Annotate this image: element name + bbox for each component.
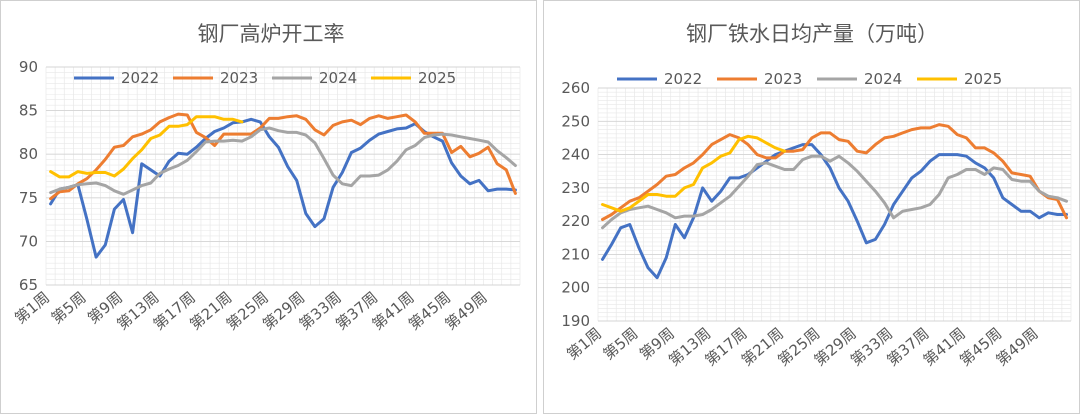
legend-label-2022: 2022 bbox=[664, 70, 702, 88]
x-tick-label: 第1周 bbox=[563, 324, 605, 363]
legend-label-2022: 2022 bbox=[121, 69, 159, 87]
legend-label-2023: 2023 bbox=[220, 69, 258, 87]
legend-label-2024: 2024 bbox=[864, 70, 902, 88]
legend-label-2024: 2024 bbox=[319, 69, 357, 87]
x-tick-label: 第1周 bbox=[11, 288, 53, 327]
y-tick-label: 70 bbox=[19, 232, 38, 250]
x-tick-label: 第5周 bbox=[48, 288, 90, 327]
y-tick-label: 65 bbox=[19, 276, 38, 294]
series-line-2022 bbox=[49, 117, 517, 259]
chart-panel-blast-furnace: 钢厂高炉开工率 65 70 75 80 85 90 第1周 第5周 第9周 第13周 第17周 第21周… bbox=[0, 0, 537, 414]
gridlines bbox=[597, 87, 1072, 322]
x-tick-label: 第5周 bbox=[600, 324, 642, 363]
y-tick-label: 190 bbox=[561, 312, 590, 330]
y-tick-label: 220 bbox=[561, 212, 590, 230]
series-line-2025 bbox=[601, 134, 786, 213]
legend-label-2025: 2025 bbox=[964, 70, 1002, 88]
y-tick-label: 85 bbox=[19, 102, 38, 120]
y-tick-label: 80 bbox=[19, 145, 38, 163]
y-tick-label: 200 bbox=[561, 279, 590, 297]
series-line-2025 bbox=[49, 115, 244, 179]
gridlines bbox=[45, 66, 521, 286]
legend-label-2025: 2025 bbox=[418, 69, 456, 87]
chart-panel-hot-metal: 钢厂铁水日均产量（万吨） 190 200 210 220 230 240 250 260 第1周第… bbox=[543, 0, 1080, 414]
series-line-2024 bbox=[601, 154, 1068, 230]
y-tick-label: 230 bbox=[561, 179, 590, 197]
y-tick-label: 90 bbox=[19, 58, 38, 76]
chart-blast-furnace-rate: 钢厂高炉开工率657075808590第1周第5周第9周第13周第17周第21周… bbox=[11, 22, 521, 334]
chart-title: 钢厂高炉开工率 bbox=[198, 22, 345, 46]
legend: 2022 2023 2024 2025 bbox=[617, 70, 1002, 88]
y-tick-label: 260 bbox=[561, 79, 590, 97]
series-line-2023 bbox=[601, 123, 1068, 221]
y-tick-label: 75 bbox=[19, 189, 38, 207]
chart-hot-metal-output: 钢厂铁水日均产量（万吨）190200210220230240250260第1周第… bbox=[561, 22, 1072, 370]
legend: 2022 2023 2024 2025 bbox=[74, 69, 456, 87]
y-tick-label: 240 bbox=[561, 146, 590, 164]
y-tick-label: 210 bbox=[561, 245, 590, 263]
chart-title: 钢厂铁水日均产量（万吨） bbox=[686, 22, 938, 46]
x-tick-label: 第49周 bbox=[441, 288, 490, 333]
legend-label-2023: 2023 bbox=[764, 70, 802, 88]
y-tick-label: 250 bbox=[561, 112, 590, 130]
x-tick-label: 第49周 bbox=[993, 324, 1042, 369]
series-line-2024 bbox=[49, 126, 517, 196]
